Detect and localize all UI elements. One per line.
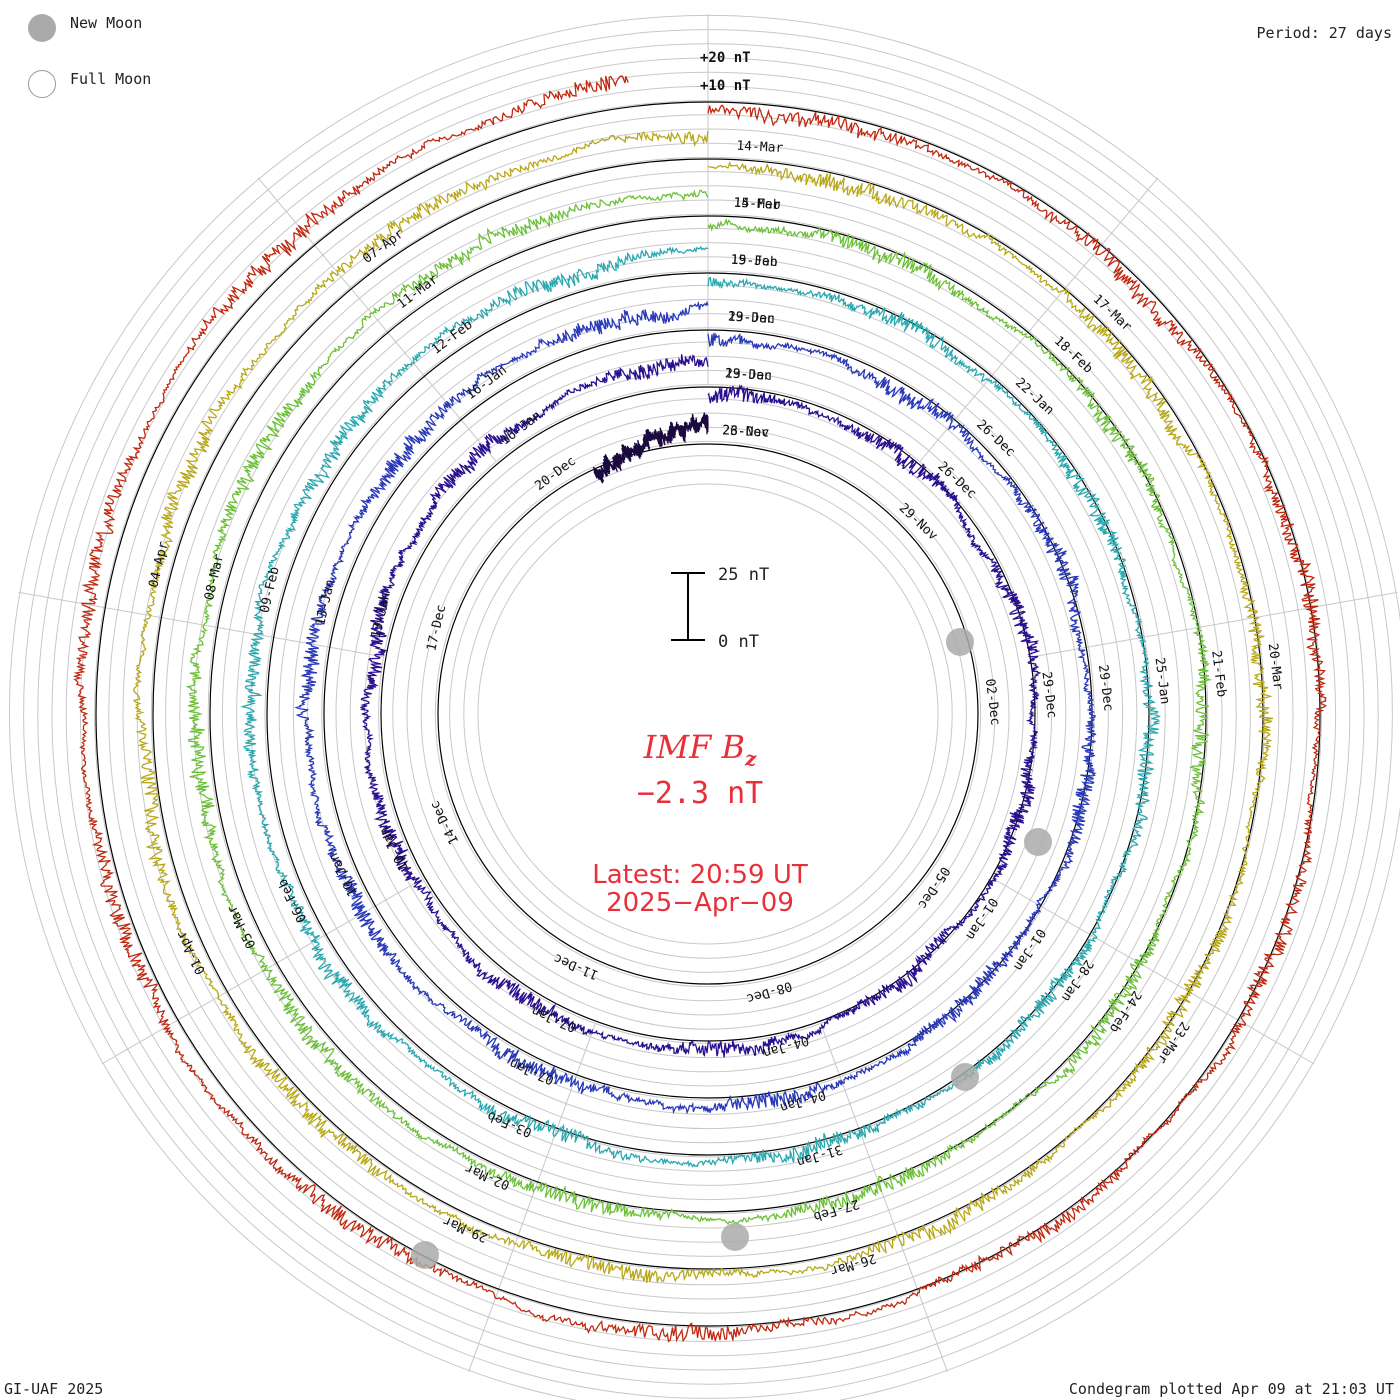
zero-ring [380,386,1036,1042]
bz-trace-4 [240,245,1161,1168]
ring-offset-10-label: +10 nT [700,78,751,94]
day-spoke [18,591,384,658]
grid-ring [406,412,1010,1016]
period-label: Period: 27 days [1256,24,1392,42]
latest-date: 2025−Apr−09 [606,888,794,918]
date-label: 11-Dec [552,950,601,982]
date-label: 13-Jan [313,578,338,627]
date-label: 29-Mar [441,1213,490,1245]
new-moon-icon [28,14,56,42]
credit-label: GI-UAF 2025 [4,1380,104,1398]
date-label: 01-Jan [1010,926,1048,974]
day-spokes [18,14,1398,1372]
day-spoke [919,177,1159,462]
new-moon-marker [1024,828,1052,856]
date-label: 29-Dec [1095,664,1116,712]
grid-ring [477,483,939,945]
date-label: 19-Jan [725,366,773,383]
date-label: 14-Dec [428,798,463,847]
new-moon-marker [946,628,974,656]
grid-ring [463,469,953,959]
date-label: 10-Jan [326,850,361,899]
date-label: 07-Jan [507,1055,556,1087]
date-label: 03-Feb [485,1108,534,1140]
center-title-subscript: z [744,746,757,771]
date-label: 14-Mar [736,139,784,156]
ring-offset-labels: +20 nT +10 nT [700,50,751,94]
grid-rings [9,15,1400,1400]
new-moon-label: New Moon [70,14,143,32]
date-label: 23-Dec [725,366,773,383]
bz-trace-2 [359,354,1042,1058]
date-label: 29-Dec [1038,671,1059,719]
scale-bar: 25 nT 0 nT [671,565,769,652]
bz-trace-1 [592,412,709,484]
day-spoke [257,177,497,462]
date-label: 13-Jan [369,591,394,640]
scale-bar-bottom-label: 0 nT [718,632,759,652]
date-label: 08-Dec [744,978,793,1006]
date-label: 08-Mar [202,553,227,602]
date-label: 25-Jan [1152,657,1173,705]
grid-ring [349,355,1067,1073]
date-label: 01-Apr [174,928,209,977]
moon-markers [411,628,1052,1269]
date-label: 23-Dec [727,310,775,327]
day-spoke [820,1023,948,1372]
new-moon-marker [951,1063,979,1091]
bz-trace-5 [185,189,1212,1225]
scale-bar-top-label: 25 nT [718,565,769,585]
date-label: 01-Jan [962,895,1000,943]
grid-ring [264,270,1152,1158]
grid-ring [392,398,1024,1030]
grid-ring [335,341,1081,1087]
day-spoke [993,878,1315,1065]
date-label: 06-Feb [275,876,310,925]
bz-trace-6 [132,130,1274,1283]
date-label: 15-Feb [733,196,781,213]
full-moon-icon [28,70,56,98]
date-label: 18-Feb [1051,334,1096,377]
plotted-label: Condegram plotted Apr 09 at 21:03 UT [1068,1380,1394,1398]
date-label: 19-Jan [727,310,775,327]
ring-offset-20-label: +20 nT [700,50,751,66]
bz-trace-3 [294,300,1097,1115]
center-title-main: IMF B [643,728,745,766]
zero-ring [437,443,979,985]
new-moon-marker [721,1223,749,1251]
day-spoke [1032,591,1398,658]
center-title: IMF Bz [540,728,860,770]
grid-ring [434,440,982,988]
date-label: 02-Dec [982,678,1003,726]
date-label: 02-Mar [463,1160,512,1192]
new-moon-marker [411,1241,439,1269]
date-label: 19-Jan [730,253,778,270]
zero-ring [95,101,1321,1327]
date-label: 14-Mar [733,196,781,213]
date-label: 22-Jan [1012,375,1057,418]
date-label: 23-Dec [722,423,770,440]
date-label: 05-Mar [225,902,260,951]
grid-ring [278,284,1138,1144]
date-label: 21-Feb [1208,650,1229,699]
date-label: 20-Mar [1265,642,1286,691]
grid-ring [449,455,967,973]
date-label: 26-Nov [722,423,770,440]
zero-ring [323,329,1093,1099]
date-label: 15-Feb [730,253,778,270]
bz-trace-7 [72,75,1328,1343]
bz-traces [72,75,1328,1343]
date-label: 17-Dec [424,603,449,652]
latest-time: Latest: 20:59 UT [592,860,808,890]
full-moon-label: Full Moon [70,70,152,88]
current-value: −2.3 nT [636,776,764,811]
date-label: 05-Dec [914,864,952,912]
